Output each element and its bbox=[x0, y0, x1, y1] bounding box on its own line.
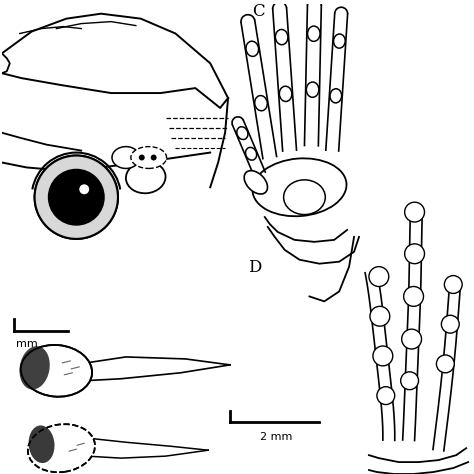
Circle shape bbox=[370, 306, 390, 326]
Text: D: D bbox=[248, 259, 261, 275]
Text: C: C bbox=[252, 3, 264, 19]
Ellipse shape bbox=[244, 171, 267, 194]
Circle shape bbox=[139, 155, 145, 161]
Ellipse shape bbox=[237, 127, 248, 139]
Circle shape bbox=[401, 372, 419, 390]
Circle shape bbox=[404, 286, 423, 306]
Circle shape bbox=[35, 155, 118, 239]
Text: 2 mm: 2 mm bbox=[260, 432, 292, 442]
Ellipse shape bbox=[253, 158, 346, 216]
Ellipse shape bbox=[306, 82, 319, 97]
Circle shape bbox=[401, 329, 421, 349]
Circle shape bbox=[369, 267, 389, 286]
Ellipse shape bbox=[330, 89, 342, 103]
Ellipse shape bbox=[28, 424, 95, 472]
Circle shape bbox=[35, 155, 118, 239]
Circle shape bbox=[444, 275, 462, 293]
Ellipse shape bbox=[21, 345, 92, 397]
Circle shape bbox=[373, 346, 393, 366]
Ellipse shape bbox=[28, 426, 55, 463]
Ellipse shape bbox=[19, 346, 50, 390]
Ellipse shape bbox=[246, 147, 256, 160]
Circle shape bbox=[151, 155, 156, 161]
Ellipse shape bbox=[255, 96, 267, 111]
Circle shape bbox=[437, 355, 454, 373]
Ellipse shape bbox=[126, 162, 165, 193]
Ellipse shape bbox=[275, 29, 288, 45]
Text: mm: mm bbox=[16, 339, 37, 349]
Circle shape bbox=[377, 387, 395, 404]
Ellipse shape bbox=[246, 41, 258, 56]
Circle shape bbox=[405, 202, 425, 222]
Ellipse shape bbox=[334, 34, 345, 48]
Circle shape bbox=[441, 315, 459, 333]
Circle shape bbox=[405, 244, 425, 264]
Ellipse shape bbox=[308, 26, 320, 41]
Ellipse shape bbox=[279, 86, 292, 101]
Ellipse shape bbox=[131, 146, 166, 168]
Circle shape bbox=[79, 184, 89, 194]
Ellipse shape bbox=[283, 180, 325, 215]
Circle shape bbox=[48, 169, 104, 225]
Ellipse shape bbox=[112, 146, 140, 168]
